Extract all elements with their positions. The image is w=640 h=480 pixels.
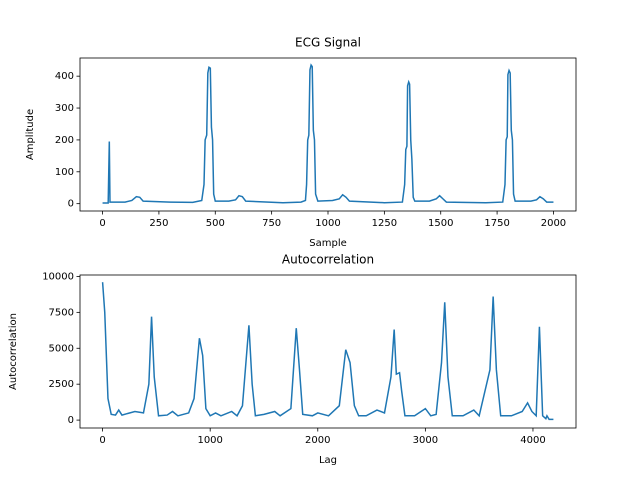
y-tick-label: 200 bbox=[55, 135, 74, 146]
x-axis-label: Sample bbox=[309, 238, 347, 249]
data-line bbox=[102, 63, 554, 204]
y-tick-label: 100 bbox=[55, 167, 74, 178]
x-tick-label: 0 bbox=[99, 435, 105, 446]
y-tick-label: 2500 bbox=[49, 379, 74, 390]
axes-frame bbox=[79, 274, 577, 429]
chart-title: ECG Signal bbox=[295, 36, 361, 50]
data-line bbox=[101, 282, 554, 421]
y-tick-label: 400 bbox=[55, 71, 74, 82]
x-tick-label: 750 bbox=[262, 218, 281, 229]
x-tick-label: 4000 bbox=[520, 435, 545, 446]
y-tick-label: 0 bbox=[68, 199, 74, 210]
x-tick-label: 1250 bbox=[372, 218, 397, 229]
y-tick-label: 7500 bbox=[49, 307, 74, 318]
x-tick-label: 1750 bbox=[484, 218, 509, 229]
y-tick-label: 300 bbox=[55, 103, 74, 114]
x-tick-label: 0 bbox=[99, 218, 105, 229]
x-tick-label: 1500 bbox=[428, 218, 453, 229]
y-axis-label: Autocorrelation bbox=[8, 313, 19, 390]
x-tick-label: 2000 bbox=[305, 435, 330, 446]
x-tick-label: 2000 bbox=[541, 218, 566, 229]
y-axis-label: Amplitude bbox=[25, 109, 36, 160]
chart-title: Autocorrelation bbox=[282, 253, 374, 267]
y-tick-label: 10000 bbox=[42, 271, 74, 282]
y-tick-label: 5000 bbox=[49, 343, 74, 354]
x-tick-label: 250 bbox=[149, 218, 168, 229]
x-axis-label: Lag bbox=[319, 455, 337, 466]
x-tick-label: 1000 bbox=[315, 218, 340, 229]
y-tick-label: 0 bbox=[68, 415, 74, 426]
x-tick-label: 500 bbox=[206, 218, 225, 229]
x-tick-label: 3000 bbox=[413, 435, 438, 446]
axes-frame bbox=[79, 57, 577, 212]
x-tick-label: 1000 bbox=[197, 435, 222, 446]
